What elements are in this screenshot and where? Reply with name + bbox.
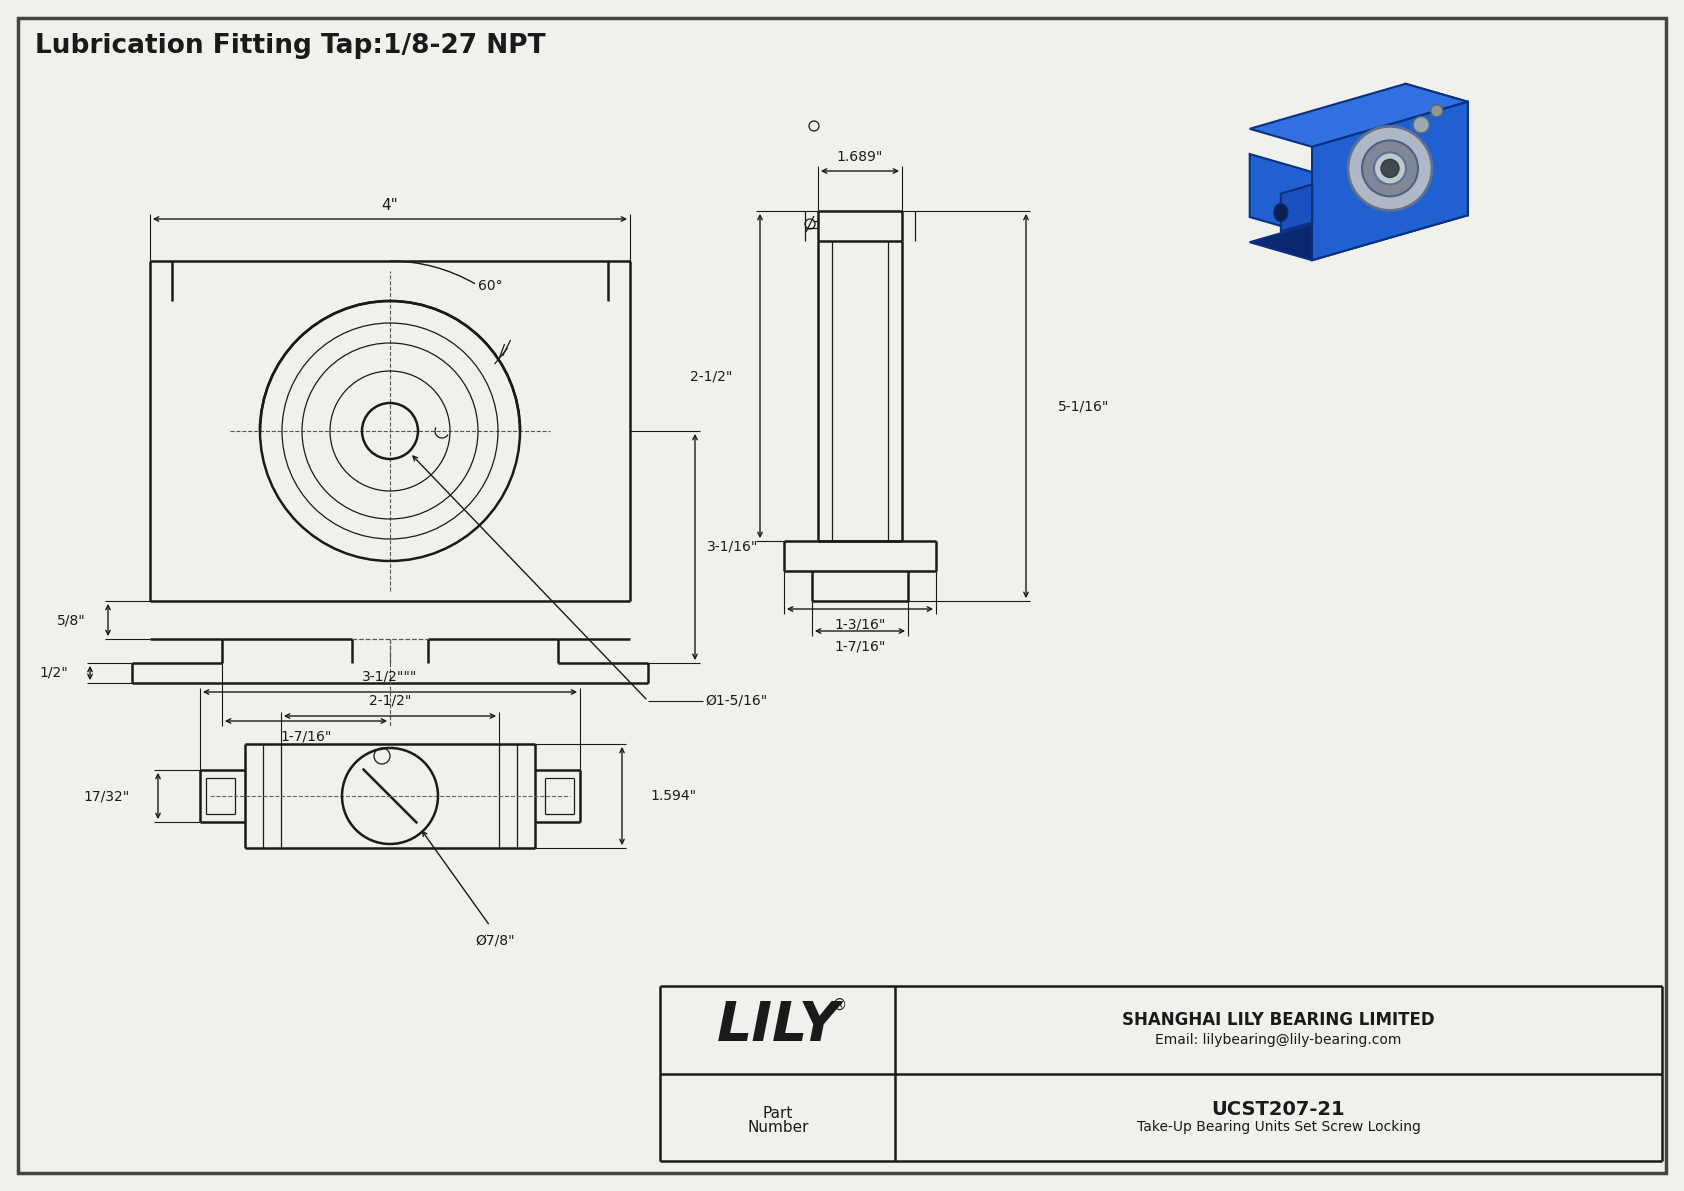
Text: 1-3/16": 1-3/16"	[834, 618, 886, 632]
Circle shape	[1413, 117, 1430, 132]
Text: 1.594": 1.594"	[650, 788, 695, 803]
Text: 5-1/16": 5-1/16"	[1058, 399, 1110, 413]
Text: Email: lilybearing@lily-bearing.com: Email: lilybearing@lily-bearing.com	[1155, 1033, 1401, 1047]
Text: Part: Part	[763, 1105, 793, 1121]
Text: 1-7/16": 1-7/16"	[834, 640, 886, 654]
Text: 1.689": 1.689"	[837, 150, 882, 164]
Text: Number: Number	[748, 1120, 808, 1135]
Text: SHANGHAI LILY BEARING LIMITED: SHANGHAI LILY BEARING LIMITED	[1122, 1011, 1435, 1029]
Circle shape	[1374, 152, 1406, 185]
Circle shape	[1431, 105, 1443, 117]
Polygon shape	[1250, 198, 1468, 260]
Text: Lubrication Fitting Tap:1/8-27 NPT: Lubrication Fitting Tap:1/8-27 NPT	[35, 33, 546, 60]
Text: 17/32": 17/32"	[84, 788, 130, 803]
Text: 60°: 60°	[478, 279, 502, 293]
Circle shape	[1347, 126, 1431, 211]
Ellipse shape	[1273, 204, 1288, 222]
Text: UCST207-21: UCST207-21	[1212, 1099, 1346, 1118]
Text: 2-1/2": 2-1/2"	[690, 369, 733, 384]
Circle shape	[1381, 160, 1399, 177]
Polygon shape	[1312, 101, 1468, 260]
Text: LILY: LILY	[716, 999, 840, 1053]
Circle shape	[1362, 141, 1418, 197]
Polygon shape	[1250, 154, 1312, 235]
Polygon shape	[1282, 185, 1312, 231]
Polygon shape	[1406, 83, 1468, 216]
Text: 3-1/16": 3-1/16"	[707, 540, 759, 554]
Text: 1-7/16": 1-7/16"	[280, 730, 332, 744]
Text: Ø7/8": Ø7/8"	[475, 933, 515, 947]
Text: ®: ®	[832, 998, 847, 1014]
Text: Ø1-5/16": Ø1-5/16"	[706, 694, 768, 707]
Text: 2-1/2": 2-1/2"	[369, 694, 411, 707]
Text: 3-1/2""": 3-1/2"""	[362, 671, 418, 684]
Text: 5/8": 5/8"	[57, 613, 86, 626]
Text: 4": 4"	[382, 198, 399, 212]
Text: Take-Up Bearing Units Set Screw Locking: Take-Up Bearing Units Set Screw Locking	[1137, 1121, 1420, 1134]
Text: 1/2": 1/2"	[39, 666, 67, 680]
Polygon shape	[1250, 83, 1468, 146]
